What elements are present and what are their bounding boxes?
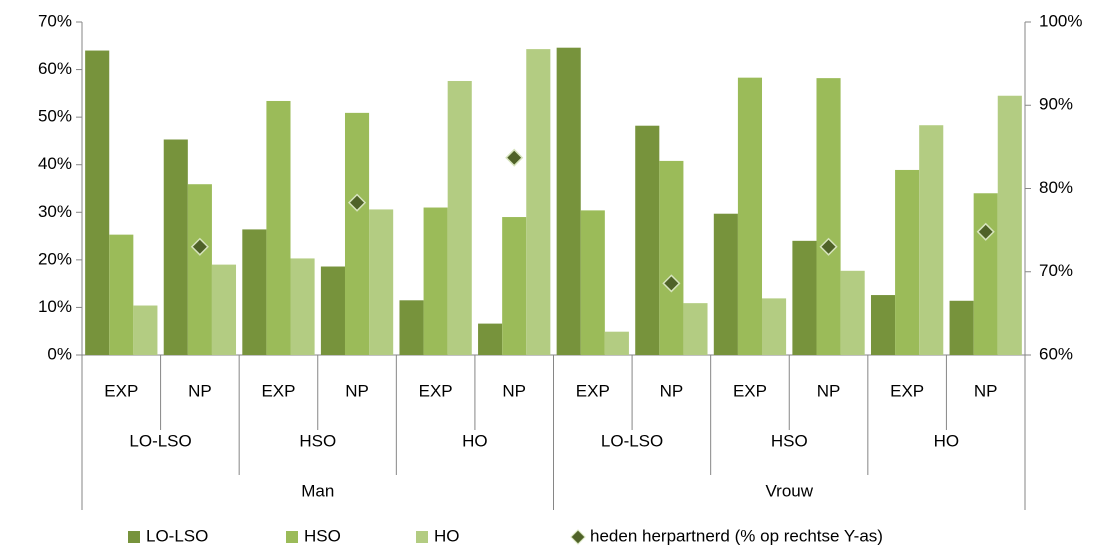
y-tick-label: 60% — [38, 59, 72, 78]
y-tick-label: 70% — [38, 11, 72, 30]
x-tick-label: EXP — [419, 381, 453, 400]
bar — [320, 266, 345, 355]
bar — [895, 169, 920, 355]
bar — [973, 193, 998, 355]
bar — [635, 125, 660, 355]
x-tick-label: NP — [188, 381, 212, 400]
y-tick-label: 20% — [38, 249, 72, 268]
bar — [580, 210, 605, 355]
legend-label: HO — [434, 526, 460, 545]
x-tick-label: NP — [345, 381, 369, 400]
legend-marker — [570, 529, 586, 545]
y-tick-label: 30% — [38, 202, 72, 221]
bar — [526, 49, 551, 355]
x-tick-label: EXP — [890, 381, 924, 400]
bar — [502, 217, 527, 355]
legend-label: heden herpartnerd (% op rechtse Y-as) — [590, 526, 883, 545]
bar — [713, 213, 738, 355]
bar — [870, 295, 896, 355]
bar — [997, 95, 1022, 355]
x-tick-label: EXP — [576, 381, 610, 400]
supergroup-label: Man — [301, 481, 334, 500]
bar — [659, 160, 684, 355]
supergroup-label: Vrouw — [765, 481, 813, 500]
bar — [187, 184, 212, 355]
legend-swatch — [286, 531, 298, 543]
group-label: HSO — [299, 431, 336, 450]
diamond-marker — [505, 148, 524, 167]
bar — [792, 240, 817, 355]
bar — [816, 78, 841, 356]
y2-tick-label: 100% — [1039, 11, 1082, 30]
legend-swatch — [416, 531, 428, 543]
legend-swatch — [128, 531, 140, 543]
x-tick-label: NP — [974, 381, 998, 400]
bar — [840, 270, 865, 355]
y2-tick-label: 80% — [1039, 178, 1073, 197]
bar — [344, 112, 370, 356]
diamond-marker — [190, 237, 209, 256]
bar — [447, 80, 472, 355]
bar — [737, 77, 763, 355]
x-tick-label: NP — [817, 381, 841, 400]
group-label: HO — [934, 431, 960, 450]
bar — [556, 47, 581, 356]
x-tick-label: NP — [660, 381, 684, 400]
bar — [423, 207, 448, 355]
group-label: LO-LSO — [129, 431, 191, 450]
legend-label: LO-LSO — [146, 526, 208, 545]
bar — [133, 305, 158, 355]
bar — [949, 300, 974, 355]
bar — [211, 264, 237, 355]
diamond-marker — [662, 274, 681, 293]
x-tick-label: EXP — [261, 381, 295, 400]
bar — [683, 303, 708, 355]
bar — [290, 258, 315, 355]
bar — [478, 323, 503, 355]
bar — [242, 229, 267, 355]
y2-tick-label: 90% — [1039, 95, 1073, 114]
x-tick-label: NP — [502, 381, 526, 400]
y-tick-label: 40% — [38, 154, 72, 173]
y-tick-label: 10% — [38, 297, 72, 316]
bar — [919, 125, 944, 355]
bar — [399, 300, 424, 355]
bar — [85, 50, 110, 356]
bar — [369, 209, 394, 355]
x-tick-label: EXP — [733, 381, 767, 400]
bar — [266, 100, 291, 356]
bar — [762, 298, 787, 355]
group-label: LO-LSO — [601, 431, 663, 450]
bar — [604, 331, 629, 355]
diamond-marker — [347, 193, 367, 212]
group-label: HO — [462, 431, 488, 450]
group-label: HSO — [771, 431, 808, 450]
legend-label: HSO — [304, 526, 341, 545]
diamond-marker — [976, 222, 995, 241]
diamond-marker — [819, 237, 838, 256]
y-tick-label: 0% — [47, 344, 72, 363]
y2-tick-label: 70% — [1039, 261, 1073, 280]
x-tick-label: EXP — [104, 381, 138, 400]
y2-tick-label: 60% — [1039, 344, 1073, 363]
bar — [109, 234, 134, 355]
y-tick-label: 50% — [38, 107, 72, 126]
bar — [163, 139, 188, 355]
